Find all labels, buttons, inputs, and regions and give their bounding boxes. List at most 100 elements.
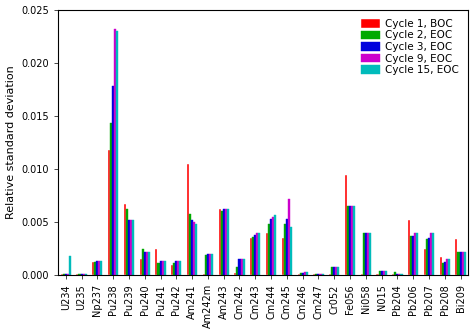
Bar [412, 236, 414, 275]
Bar [162, 261, 164, 275]
Bar [234, 273, 237, 275]
Bar [142, 248, 144, 275]
Bar [349, 206, 351, 275]
Bar [258, 233, 260, 275]
Bar [240, 259, 243, 275]
Bar [85, 274, 87, 275]
Bar [96, 261, 99, 275]
Bar [187, 164, 189, 275]
Bar [446, 259, 448, 275]
Bar [108, 150, 110, 275]
Bar [432, 233, 434, 275]
Legend: Cycle 1, BOC, Cycle 2, EOC, Cycle 3, EOC, Cycle 9, EOC, Cycle 15, EOC: Cycle 1, BOC, Cycle 2, EOC, Cycle 3, EOC… [357, 15, 463, 79]
Bar [132, 220, 134, 275]
Bar [112, 86, 114, 275]
Bar [394, 272, 396, 275]
Bar [408, 220, 410, 275]
Bar [363, 233, 365, 275]
Bar [225, 209, 227, 275]
Bar [252, 237, 254, 275]
Bar [399, 274, 401, 275]
Bar [333, 267, 335, 275]
Bar [272, 217, 274, 275]
Bar [140, 259, 142, 275]
Bar [128, 220, 130, 275]
Bar [416, 233, 419, 275]
Bar [444, 263, 446, 275]
Bar [207, 254, 209, 275]
Bar [238, 259, 240, 275]
Bar [430, 233, 432, 275]
Bar [146, 252, 148, 275]
Bar [219, 209, 220, 275]
Bar [424, 248, 426, 275]
Bar [274, 215, 276, 275]
Bar [227, 209, 229, 275]
Bar [195, 224, 197, 275]
Bar [191, 220, 193, 275]
Bar [392, 274, 394, 275]
Bar [365, 233, 367, 275]
Bar [369, 233, 371, 275]
Bar [270, 219, 272, 275]
Bar [367, 233, 369, 275]
Bar [124, 204, 126, 275]
Bar [268, 224, 270, 275]
Bar [315, 274, 318, 275]
Bar [99, 261, 100, 275]
Bar [335, 267, 337, 275]
Bar [428, 238, 430, 275]
Bar [250, 238, 252, 275]
Bar [353, 206, 355, 275]
Bar [160, 261, 162, 275]
Bar [385, 271, 387, 275]
Bar [345, 175, 347, 275]
Bar [211, 254, 213, 275]
Bar [243, 259, 245, 275]
Bar [254, 235, 256, 275]
Bar [457, 252, 459, 275]
Y-axis label: Relative standard deviation: Relative standard deviation [6, 65, 16, 219]
Bar [203, 274, 205, 275]
Bar [300, 273, 301, 275]
Bar [396, 274, 399, 275]
Bar [144, 252, 146, 275]
Bar [464, 252, 465, 275]
Bar [69, 256, 71, 275]
Bar [61, 274, 63, 275]
Bar [266, 233, 268, 275]
Bar [256, 233, 258, 275]
Bar [67, 274, 69, 275]
Bar [177, 261, 179, 275]
Bar [76, 274, 79, 275]
Bar [401, 274, 402, 275]
Bar [92, 263, 94, 275]
Bar [110, 123, 112, 275]
Bar [205, 255, 207, 275]
Bar [100, 261, 102, 275]
Bar [319, 274, 321, 275]
Bar [290, 227, 292, 275]
Bar [318, 274, 319, 275]
Bar [426, 239, 428, 275]
Bar [282, 238, 284, 275]
Bar [284, 224, 286, 275]
Bar [459, 252, 462, 275]
Bar [376, 274, 379, 275]
Bar [331, 267, 333, 275]
Bar [379, 271, 381, 275]
Bar [351, 206, 353, 275]
Bar [114, 29, 116, 275]
Bar [301, 273, 304, 275]
Bar [63, 274, 65, 275]
Bar [130, 220, 132, 275]
Bar [65, 274, 67, 275]
Bar [448, 259, 450, 275]
Bar [288, 199, 290, 275]
Bar [164, 261, 165, 275]
Bar [148, 252, 150, 275]
Bar [347, 206, 349, 275]
Bar [304, 272, 306, 275]
Bar [116, 31, 118, 275]
Bar [439, 257, 442, 275]
